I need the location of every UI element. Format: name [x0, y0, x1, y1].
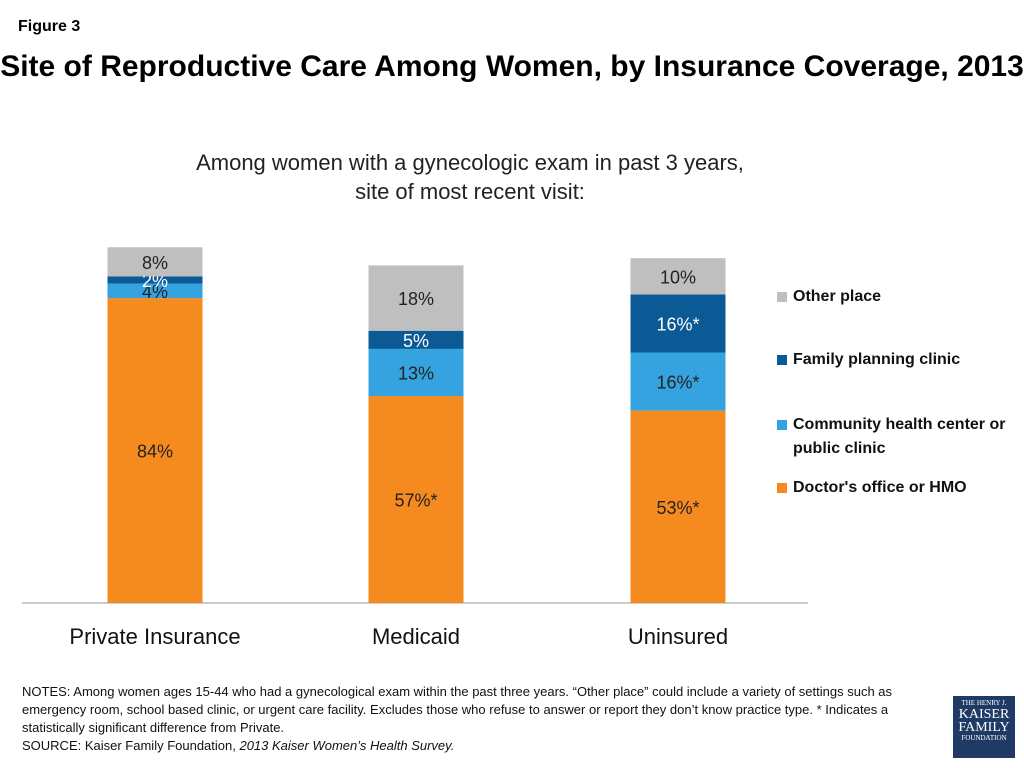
source: SOURCE: Kaiser Family Foundation, 2013 K… [22, 737, 932, 755]
bar-segment [630, 258, 726, 295]
bar-segment [368, 265, 464, 331]
logo: THE HENRY J. KAISER FAMILY FOUNDATION [953, 696, 1015, 758]
value-label: 8% [142, 253, 168, 273]
legend-swatch [777, 483, 787, 493]
legend-label: Family planning clinic [793, 351, 961, 368]
bar-segment [107, 276, 203, 284]
bar-segment [368, 330, 464, 349]
legend-swatch [777, 420, 787, 430]
chart-title: Site of Reproductive Care Among Women, b… [0, 50, 1024, 83]
bar-segment [107, 247, 203, 277]
bar-segment [368, 396, 464, 603]
value-label: 10% [660, 267, 696, 287]
value-label: 18% [398, 289, 434, 309]
logo-line: THE HENRY J. [961, 699, 1007, 707]
value-label: 4% [142, 282, 168, 302]
notes: NOTES: Among women ages 15-44 who had a … [22, 683, 932, 755]
legend-label: Other place [793, 288, 882, 305]
value-label: 13% [398, 363, 434, 383]
logo-line: FAMILY [958, 720, 1010, 735]
legend-label: Doctor's office or HMO [793, 479, 967, 496]
bar-segment [368, 348, 464, 397]
bar-segment [630, 294, 726, 353]
x-tick-label: Uninsured [628, 624, 728, 649]
source-text: SOURCE: Kaiser Family Foundation, [22, 738, 240, 753]
figure-label: Figure 3 [18, 18, 81, 35]
legend-swatch [777, 355, 787, 365]
value-label: 16%* [656, 373, 699, 393]
value-label: 16%* [656, 314, 699, 334]
value-label: 5% [403, 331, 429, 351]
x-tick-label: Medicaid [372, 624, 460, 649]
chart-subtitle: Among women with a gynecologic exam in p… [196, 150, 744, 204]
bar-segment [107, 283, 203, 299]
bar-segment [630, 410, 726, 603]
x-tick-label: Private Insurance [69, 624, 240, 649]
bar-segment [107, 298, 203, 603]
source-title: 2013 Kaiser Women’s Health Survey. [239, 738, 455, 753]
notes-text: NOTES: Among women ages 15-44 who had a … [22, 684, 893, 735]
logo-line: KAISER [958, 707, 1010, 722]
legend-label: Community health center or public clinic [793, 416, 1006, 457]
legend-swatch [777, 292, 787, 302]
logo-line: FOUNDATION [961, 734, 1007, 742]
value-label: 57%* [394, 491, 437, 511]
value-label: 84% [137, 442, 173, 462]
value-label: 53%* [656, 498, 699, 518]
bar-segment [630, 352, 726, 411]
